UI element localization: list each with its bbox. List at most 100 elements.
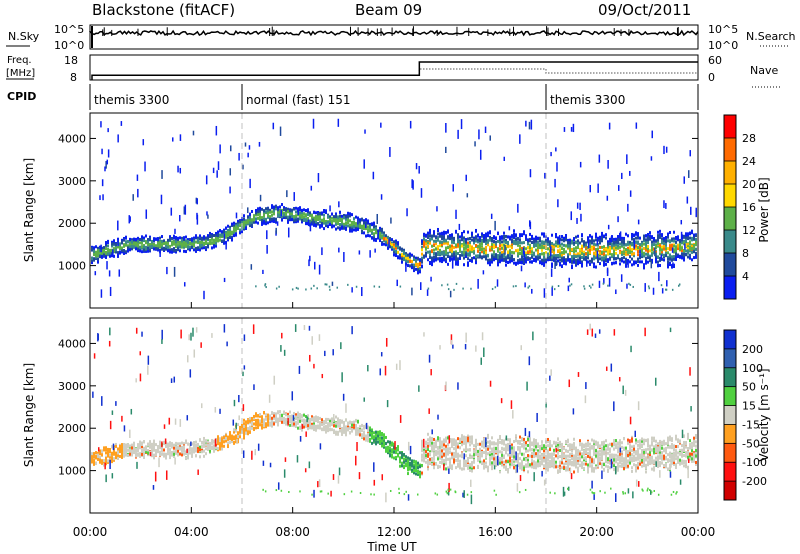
power-echo <box>435 255 437 259</box>
velocity-echo <box>177 452 179 456</box>
power-ground-echo <box>648 287 651 290</box>
velocity-echo <box>341 426 343 430</box>
power-echo <box>629 260 631 264</box>
power-echo <box>109 248 111 252</box>
power-echo <box>645 234 647 238</box>
power-echo <box>201 243 203 247</box>
power-scatter-point <box>337 118 340 127</box>
power-echo <box>563 251 565 255</box>
power-echo <box>627 250 629 254</box>
power-echo <box>413 266 415 270</box>
power-echo <box>625 250 627 254</box>
velocity-echo <box>261 419 263 423</box>
power-echo <box>457 240 459 244</box>
power-echo <box>373 232 375 236</box>
power-scatter-point <box>520 265 523 272</box>
power-echo <box>507 250 509 254</box>
velocity-echo <box>265 425 267 429</box>
power-echo <box>577 254 579 258</box>
cpid-segment-label: themis 3300 <box>94 93 169 107</box>
power-echo <box>293 207 295 211</box>
power-echo <box>539 246 541 250</box>
power-echo <box>621 257 623 261</box>
power-scatter-point <box>607 224 610 230</box>
power-echo <box>593 251 595 255</box>
power-echo <box>561 247 563 251</box>
power-scatter-point <box>529 169 532 178</box>
power-echo <box>603 248 605 252</box>
velocity-echo <box>285 422 287 426</box>
power-echo <box>183 249 185 253</box>
power-echo <box>393 245 395 249</box>
power-echo <box>439 259 441 263</box>
power-scatter-point <box>580 213 582 222</box>
velocity-echo <box>299 417 301 421</box>
power-echo <box>657 255 659 259</box>
power-echo <box>267 213 269 217</box>
velocity-echo <box>101 461 103 465</box>
power-echo <box>505 238 507 242</box>
power-echo <box>491 256 493 260</box>
velocity-echo <box>311 422 313 426</box>
power-echo <box>395 246 397 250</box>
power-echo <box>247 222 249 226</box>
power-echo <box>543 261 545 265</box>
power-scatter-point <box>244 142 247 147</box>
power-echo <box>427 250 429 254</box>
power-echo <box>599 262 601 266</box>
power-echo <box>691 247 693 251</box>
velocity-echo <box>207 447 209 451</box>
power-echo <box>203 242 205 246</box>
power-echo <box>573 241 575 245</box>
power-echo <box>595 234 597 238</box>
power-scatter-point <box>409 120 412 129</box>
power-echo <box>423 241 425 245</box>
velocity-echo <box>317 417 319 421</box>
velocity-echo <box>335 432 337 436</box>
power-echo <box>575 263 577 267</box>
power-echo <box>259 207 261 211</box>
sky-noise-spikes <box>91 26 679 48</box>
velocity-echo <box>193 443 195 447</box>
power-echo <box>353 225 355 229</box>
velocity-echo <box>167 444 169 448</box>
power-echo <box>451 257 453 261</box>
power-echo <box>537 243 539 247</box>
power-scatter-point <box>196 198 198 205</box>
power-echo <box>345 217 347 221</box>
velocity-echo <box>247 427 249 431</box>
power-echo <box>227 231 229 235</box>
power-echo <box>581 234 583 238</box>
velocity-echo <box>251 421 253 425</box>
power-echo <box>687 233 689 237</box>
power-echo <box>497 255 499 259</box>
power-echo <box>563 236 565 240</box>
power-echo <box>497 231 499 235</box>
power-scatter-point <box>671 247 674 253</box>
power-echo <box>441 237 443 241</box>
power-echo <box>511 259 513 263</box>
power-echo <box>465 240 467 244</box>
power-echo <box>601 257 603 261</box>
power-echo <box>655 244 657 248</box>
velocity-echo <box>141 443 143 447</box>
power-echo <box>687 243 689 247</box>
power-echo <box>617 246 619 250</box>
power-echo <box>589 234 591 238</box>
power-echo <box>455 261 457 265</box>
velocity-echo <box>95 462 97 466</box>
frequency-label-line1: Freq. <box>7 55 32 66</box>
power-echo <box>147 249 149 253</box>
velocity-echo <box>155 450 157 454</box>
power-echo <box>439 240 441 244</box>
power-scatter-point <box>572 123 575 133</box>
velocity-echo <box>177 449 179 453</box>
power-scatter-point <box>309 255 311 262</box>
power-echo <box>309 223 311 227</box>
power-scatter-point <box>654 247 656 257</box>
power-echo <box>267 215 269 219</box>
power-echo <box>669 230 671 234</box>
power-echo <box>669 244 671 248</box>
power-echo <box>695 240 697 244</box>
power-echo <box>529 243 531 247</box>
